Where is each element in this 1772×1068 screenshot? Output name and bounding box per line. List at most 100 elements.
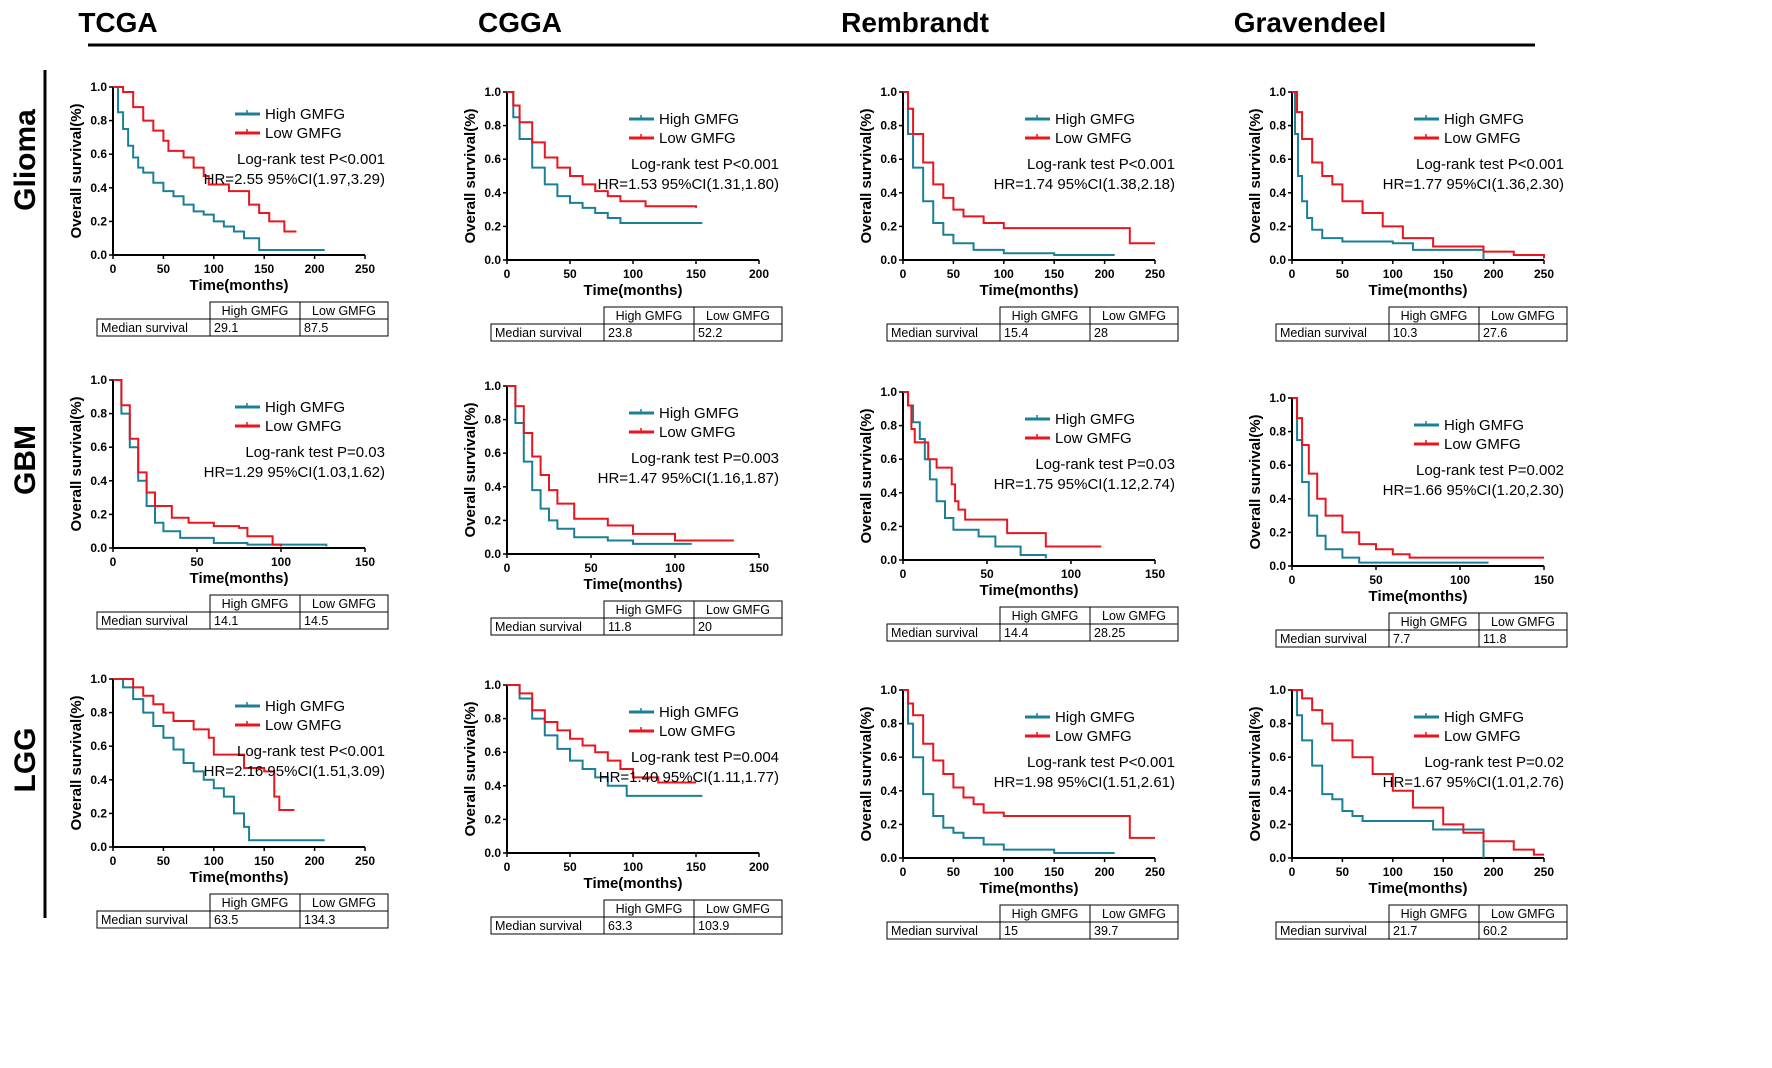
y-tick-label: 0.0 [484,547,501,561]
table-header-high: High GMFG [1012,309,1079,323]
x-tick-label: 150 [1044,865,1064,879]
y-tick-label: 0.8 [880,419,897,433]
y-tick-label: 0.8 [484,413,501,427]
table-row-label: Median survival [891,924,978,938]
median-survival-table: High GMFG Low GMFG Median survival 63.5 134.… [96,893,389,929]
low-gmfg-curve [1292,91,1545,259]
table-header-low: Low GMFG [1102,309,1166,323]
hazard-ratio-text: HR=1.77 95%CI(1.36,2.30) [1383,176,1564,193]
log-rank-text: Log-rank test P<0.001 [1027,156,1175,173]
table-row-border [1275,921,1568,940]
low-gmfg-curve [113,678,295,812]
km-panel-rembrandt-glioma: 0.0 0.2 0.4 0.6 0.8 1.0 0 50 100 150 200 250 Time(mo… [858,85,1179,342]
legend-label: High GMFG [659,704,739,721]
x-axis-label: Time(months) [1369,588,1468,605]
y-tick-label: 0.2 [1269,525,1286,539]
x-tick-label: 100 [994,865,1014,879]
log-rank-text: Log-rank test P<0.001 [1027,754,1175,771]
table-row-label: Median survival [891,326,978,340]
x-tick-label: 0 [504,561,511,575]
log-rank-text: Log-rank test P=0.003 [631,450,779,467]
km-panel-gravendeel-gbm: 0.0 0.2 0.4 0.6 0.8 1.0 0 50 100 150 Time(months) O… [1247,391,1568,648]
legend-label: High GMFG [1055,709,1135,726]
y-tick-label: 1.0 [484,678,501,692]
x-tick-label: 0 [110,854,117,868]
median-low-value: 134.3 [304,913,335,927]
y-tick-label: 0.0 [880,851,897,865]
y-tick-label: 0.4 [1269,186,1286,200]
x-tick-label: 0 [900,865,907,879]
x-tick-label: 150 [1534,573,1554,587]
x-axis-label: Time(months) [980,880,1079,897]
table-header-low: Low GMFG [706,902,770,916]
x-tick-label: 150 [254,262,274,276]
legend-label: High GMFG [1055,411,1135,428]
x-tick-label: 200 [1484,865,1504,879]
km-panel-cgga-gbm: 0.0 0.2 0.4 0.6 0.8 1.0 0 50 100 150 Time(months) O… [462,379,783,636]
y-tick-label: 0.8 [880,119,897,133]
y-tick-label: 0.6 [90,147,107,161]
legend-label: Low GMFG [265,418,342,435]
legend-label: High GMFG [1444,111,1524,128]
x-tick-label: 250 [1145,865,1165,879]
median-survival-table: High GMFG Low GMFG Median survival 11.8 20 [490,600,783,636]
median-high-value: 29.1 [214,321,238,335]
low-gmfg-curve [1292,689,1544,856]
table-row-label: Median survival [1280,924,1367,938]
hazard-ratio-text: HR=1.40 95%CI(1.11,1.77) [599,769,779,786]
median-survival-table: High GMFG Low GMFG Median survival 14.4 28.2… [886,606,1179,642]
x-tick-label: 50 [1369,573,1383,587]
x-tick-label: 200 [1484,267,1504,281]
km-panel-gravendeel-lgg: 0.0 0.2 0.4 0.6 0.8 1.0 0 50 100 150 200 250 Time(mo… [1247,683,1568,940]
x-tick-label: 150 [686,860,706,874]
x-tick-label: 50 [584,561,598,575]
legend-label: Low GMFG [659,130,736,147]
x-tick-label: 200 [305,262,325,276]
high-gmfg-curve [113,678,325,842]
legend-label: Low GMFG [1444,728,1521,745]
median-survival-table: High GMFG Low GMFG Median survival 10.3 27.6 [1275,306,1568,342]
y-tick-label: 1.0 [1269,85,1286,99]
y-axis-label: Overall survival(%) [462,108,479,243]
high-gmfg-curve [1292,397,1489,564]
y-axis-label: Overall survival(%) [68,396,85,531]
y-tick-label: 0.6 [880,750,897,764]
x-tick-label: 100 [994,267,1014,281]
x-tick-label: 100 [204,262,224,276]
y-tick-label: 0.2 [1269,817,1286,831]
column-header-cgga: CGGA [478,7,562,38]
x-tick-label: 100 [1061,567,1081,581]
hazard-ratio-text: HR=2.55 95%CI(1.97,3.29) [204,171,385,188]
legend-label: High GMFG [265,698,345,715]
table-header-high: High GMFG [1401,309,1468,323]
x-tick-label: 150 [749,561,769,575]
log-rank-text: Log-rank test P<0.001 [237,151,385,168]
hazard-ratio-text: HR=1.47 95%CI(1.16,1.87) [598,470,779,487]
x-tick-label: 50 [1336,267,1350,281]
x-tick-label: 150 [1433,865,1453,879]
hazard-ratio-text: HR=1.75 95%CI(1.12,2.74) [994,476,1175,493]
median-high-value: 15.4 [1004,326,1028,340]
table-header-high: High GMFG [1012,907,1079,921]
y-tick-label: 0.2 [880,817,897,831]
table-row-label: Median survival [1280,326,1367,340]
y-tick-label: 0.2 [484,219,501,233]
hazard-ratio-text: HR=1.53 95%CI(1.31,1.80) [598,176,779,193]
km-panel-cgga-glioma: 0.0 0.2 0.4 0.6 0.8 1.0 0 50 100 150 200 Time(month… [462,85,783,342]
row-label-glioma: Glioma [9,109,42,211]
legend-label: Low GMFG [1055,130,1132,147]
y-tick-label: 1.0 [880,85,897,99]
km-panel-tcga-glioma: 0.0 0.2 0.4 0.6 0.8 1.0 0 50 100 150 200 250 Time(mo… [68,80,389,337]
y-tick-label: 1.0 [880,683,897,697]
x-tick-label: 0 [1289,573,1296,587]
x-tick-label: 100 [1383,267,1403,281]
legend-label: High GMFG [265,106,345,123]
y-tick-label: 0.6 [90,739,107,753]
legend-label: Low GMFG [265,125,342,142]
x-tick-label: 100 [1383,865,1403,879]
y-tick-label: 0.2 [90,806,107,820]
hazard-ratio-text: HR=1.29 95%CI(1.03,1.62) [204,464,385,481]
x-tick-label: 150 [1145,567,1165,581]
median-high-value: 10.3 [1393,326,1417,340]
legend-label: High GMFG [265,399,345,416]
